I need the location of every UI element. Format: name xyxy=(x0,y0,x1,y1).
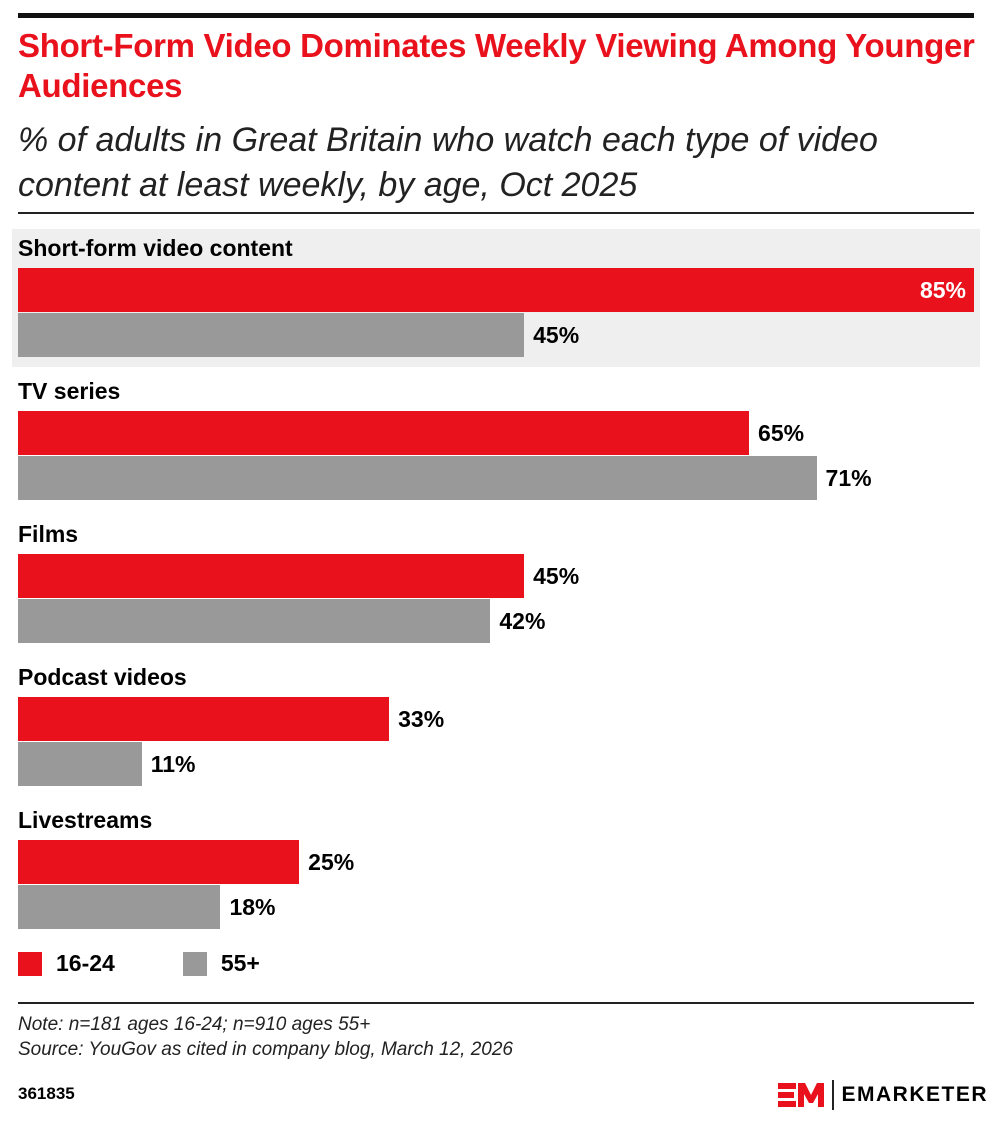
chart-id: 361835 xyxy=(18,1084,75,1103)
value-label: 25% xyxy=(308,849,355,875)
value-label: 45% xyxy=(533,563,580,589)
source-text: Source: YouGov as cited in company blog,… xyxy=(18,1039,514,1060)
value-label: 71% xyxy=(825,465,872,491)
legend-swatch xyxy=(182,951,207,976)
value-label: 18% xyxy=(229,894,276,920)
header-divider xyxy=(18,212,974,214)
bar-55plus xyxy=(18,599,491,643)
brand-name: EMARKETER xyxy=(841,1083,989,1106)
legend-label: 16-24 xyxy=(56,950,115,976)
category-label: Livestreams xyxy=(18,807,153,833)
emarketer-logo: EMARKETER xyxy=(778,1080,988,1110)
footnotes: Note: n=181 ages 16-24; n=910 ages 55+ S… xyxy=(18,1012,513,1062)
value-label: 11% xyxy=(150,751,196,777)
bar-16-24 xyxy=(18,840,300,884)
value-label: 65% xyxy=(758,420,805,446)
bar-16-24 xyxy=(18,268,974,312)
bar-chart: Short-form video content 85% 45% TV series 6… xyxy=(12,229,980,929)
bar-55plus xyxy=(18,742,142,786)
legend-item-16-24: 16-24 xyxy=(18,950,115,977)
legend-item-55plus: 55+ xyxy=(182,950,260,977)
category-label: Films xyxy=(18,521,79,547)
bar-16-24 xyxy=(18,411,750,455)
value-label: 33% xyxy=(398,706,445,732)
logo-separator xyxy=(832,1080,834,1110)
bar-55plus xyxy=(18,313,525,357)
bar-16-24 xyxy=(18,697,390,741)
legend-swatch xyxy=(18,951,42,976)
value-label: 85% xyxy=(919,277,966,303)
value-label: 45% xyxy=(533,322,580,348)
value-label: 42% xyxy=(499,608,546,634)
category-label: Short-form video content xyxy=(18,235,293,261)
bar-55plus xyxy=(18,885,221,929)
category-label: Podcast videos xyxy=(18,664,187,690)
em-logo-icon xyxy=(778,1083,824,1107)
bar-16-24 xyxy=(18,554,525,598)
chart-title: Short-Form Video Dominates Weekly Viewin… xyxy=(18,27,975,104)
note-text: Note: n=181 ages 16-24; n=910 ages 55+ xyxy=(18,1014,371,1035)
legend-label: 55+ xyxy=(220,950,260,976)
legend: 16-24 55+ xyxy=(18,950,328,977)
category-label: TV series xyxy=(18,378,121,404)
chart-subtitle: % of adults in Great Britain who watch e… xyxy=(18,121,878,204)
top-rule xyxy=(18,13,974,18)
bar-55plus xyxy=(18,456,817,500)
footer-divider xyxy=(18,1002,974,1004)
